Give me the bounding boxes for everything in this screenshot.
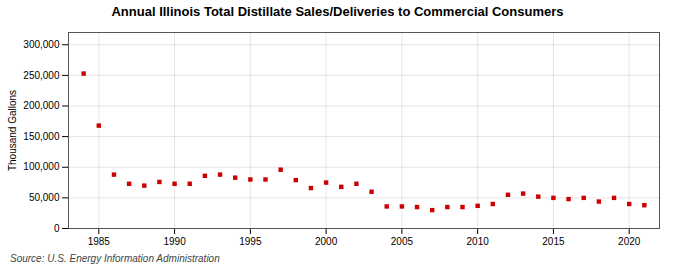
svg-text:50,000: 50,000 <box>29 192 60 203</box>
svg-text:0: 0 <box>54 223 60 234</box>
svg-text:2015: 2015 <box>542 236 565 247</box>
svg-text:150,000: 150,000 <box>23 131 60 142</box>
svg-text:250,000: 250,000 <box>23 70 60 81</box>
svg-text:1990: 1990 <box>163 236 186 247</box>
html-text:Annual Illinois Total Distilla: Annual Illinois Total Distillate Sales/D… <box>111 4 564 19</box>
svg-text:200,000: 200,000 <box>23 100 60 111</box>
html-text:Source: U.S. Energy Informatio: Source: U.S. Energy Information Administ… <box>10 253 220 264</box>
svg-text:2000: 2000 <box>315 236 338 247</box>
svg-text:Thousand Gallons: Thousand Gallons <box>7 90 18 171</box>
svg-text:2010: 2010 <box>467 236 490 247</box>
svg-text:2020: 2020 <box>618 236 641 247</box>
svg-text:1995: 1995 <box>239 236 262 247</box>
svg-text:1985: 1985 <box>88 236 111 247</box>
svg-text:300,000: 300,000 <box>23 39 60 50</box>
svg-text:2005: 2005 <box>391 236 414 247</box>
svg-text:100,000: 100,000 <box>23 161 60 172</box>
